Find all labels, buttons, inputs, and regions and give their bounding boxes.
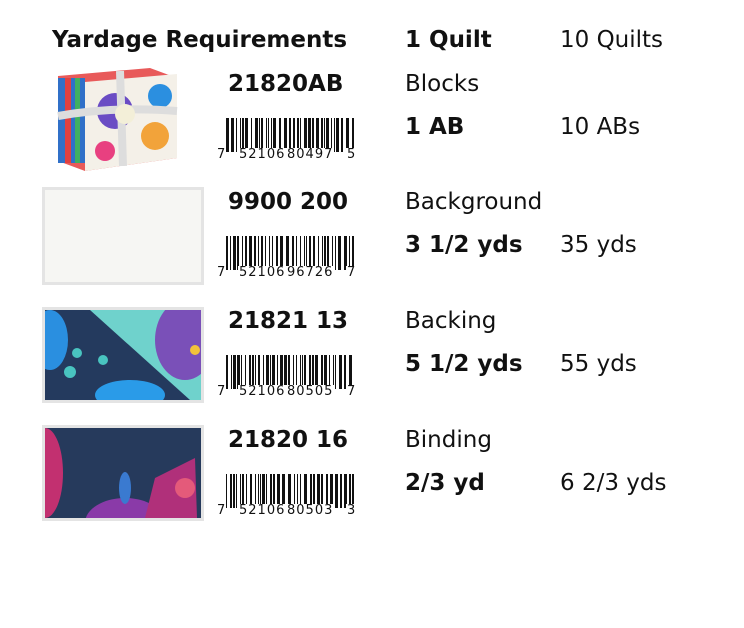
barcode-digit-check: 7 [346, 265, 357, 280]
swatch-white-solid [42, 187, 204, 285]
product-code: 21821 13 [228, 308, 349, 334]
barcode: 7 52106 80503 3 [216, 474, 357, 518]
barcode-digit-first: 7 [216, 265, 227, 280]
barcode: 7 52106 80505 7 [216, 355, 357, 399]
quantity-1-quilt: 3 1/2 yds [405, 232, 523, 258]
product-code: 21820AB [228, 71, 344, 97]
swatch-navy-aqua-print [42, 307, 204, 403]
barcode-digit-check: 3 [346, 503, 357, 518]
barcode-digit-check: 5 [346, 147, 357, 162]
barcode-digits-left: 52106 [238, 147, 287, 162]
barcode-digits-left: 52106 [238, 265, 287, 280]
barcode-bars [226, 118, 354, 152]
barcode-bars [226, 474, 354, 508]
product-code: 21820 16 [228, 427, 349, 453]
swatch-navy-magenta-print [42, 425, 204, 521]
quantity-1-quilt: 2/3 yd [405, 470, 485, 496]
swatch-fat-quarter-bundle [55, 66, 180, 172]
column-header-1-quilt: 1 Quilt [405, 27, 492, 53]
barcode-digits-left: 52106 [238, 503, 287, 518]
quantity-10-quilts: 10 ABs [560, 114, 641, 140]
product-code: 9900 200 [228, 189, 349, 215]
quantity-1-quilt: 1 AB [405, 114, 465, 140]
barcode: 7 52106 80497 5 [216, 118, 357, 162]
column-header-10-quilts: 10 Quilts [560, 27, 664, 53]
quantity-10-quilts: 6 2/3 yds [560, 470, 667, 496]
fabric-role-label: Backing [405, 308, 497, 334]
barcode-digit-check: 7 [346, 384, 357, 399]
barcode-bars [226, 355, 352, 389]
fabric-role-label: Binding [405, 427, 492, 453]
fabric-role-label: Blocks [405, 71, 480, 97]
quantity-10-quilts: 55 yds [560, 351, 637, 377]
barcode-digit-first: 7 [216, 503, 227, 518]
quantity-1-quilt: 5 1/2 yds [405, 351, 523, 377]
barcode: 7 52106 96726 7 [216, 236, 357, 280]
quantity-10-quilts: 35 yds [560, 232, 637, 258]
barcode-digits-left: 52106 [238, 384, 287, 399]
fabric-role-label: Background [405, 189, 543, 215]
barcode-digits-right: 80503 [286, 503, 335, 518]
barcode-digits-right: 80505 [286, 384, 335, 399]
barcode-digits-right: 80497 [286, 147, 335, 162]
barcode-digits-right: 96726 [286, 265, 335, 280]
barcode-digit-first: 7 [216, 384, 227, 399]
barcode-bars [226, 236, 354, 270]
section-title: Yardage Requirements [52, 27, 348, 53]
barcode-digit-first: 7 [216, 147, 227, 162]
